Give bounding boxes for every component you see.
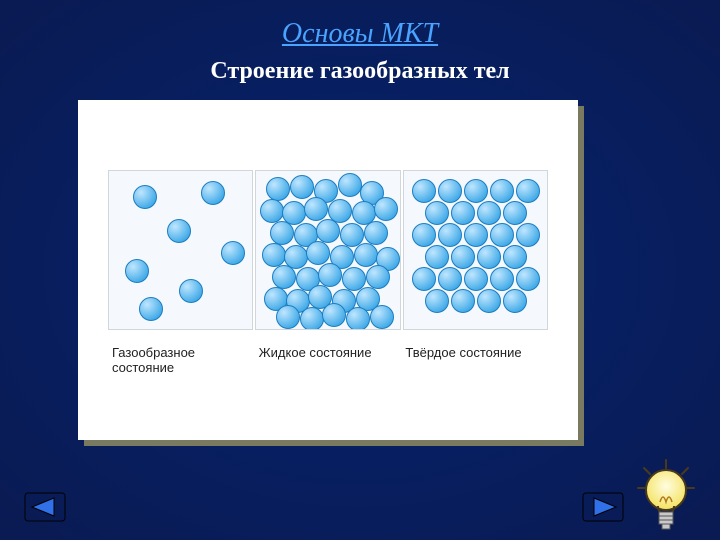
molecule [139, 297, 163, 321]
molecule [260, 199, 284, 223]
molecule [133, 185, 157, 209]
caption-solid: Твёрдое состояние [401, 345, 548, 375]
molecule [451, 245, 475, 269]
panel-captions: Газообразное состояние Жидкое состояние … [108, 345, 548, 375]
molecule [316, 219, 340, 243]
molecule [370, 305, 394, 329]
molecule [451, 201, 475, 225]
molecule [438, 179, 462, 203]
molecule [516, 267, 540, 291]
molecule [125, 259, 149, 283]
molecule [438, 223, 462, 247]
states-figure: Газообразное состояние Жидкое состояние … [78, 100, 578, 440]
caption-liquid: Жидкое состояние [255, 345, 402, 375]
molecule [346, 307, 370, 330]
molecule [338, 173, 362, 197]
slide-subtitle: Строение газообразных тел [0, 58, 720, 85]
prev-button[interactable] [24, 492, 66, 522]
molecule [503, 245, 527, 269]
molecule [167, 219, 191, 243]
molecule [318, 263, 342, 287]
molecule [516, 179, 540, 203]
molecule [366, 265, 390, 289]
molecule [354, 243, 378, 267]
hint-button[interactable] [634, 458, 698, 534]
panel-gas [108, 170, 253, 330]
next-button[interactable] [582, 492, 624, 522]
slide: Основы МКТ Строение газообразных тел Газ… [0, 0, 720, 540]
molecule [412, 179, 436, 203]
molecule [412, 223, 436, 247]
molecule [516, 223, 540, 247]
molecule [490, 179, 514, 203]
molecule [451, 289, 475, 313]
arrow-left-icon [24, 492, 66, 522]
molecule [364, 221, 388, 245]
molecule [306, 241, 330, 265]
molecule [425, 245, 449, 269]
molecule [374, 197, 398, 221]
molecule [272, 265, 296, 289]
molecule [503, 201, 527, 225]
molecule [477, 201, 501, 225]
molecule [201, 181, 225, 205]
panel-liquid [255, 170, 400, 330]
molecule [477, 245, 501, 269]
lightbulb-icon [634, 458, 698, 534]
molecule [179, 279, 203, 303]
molecule [266, 177, 290, 201]
molecule [262, 243, 286, 267]
panels-row [108, 170, 548, 330]
molecule [464, 223, 488, 247]
molecule [425, 201, 449, 225]
molecule [412, 267, 436, 291]
molecule [464, 267, 488, 291]
panel-solid [403, 170, 548, 330]
molecule [503, 289, 527, 313]
molecule [477, 289, 501, 313]
slide-title: Основы МКТ [0, 18, 720, 50]
molecule [290, 175, 314, 199]
molecule [322, 303, 346, 327]
molecule [221, 241, 245, 265]
molecule [304, 197, 328, 221]
molecule [438, 267, 462, 291]
molecule [464, 179, 488, 203]
molecule [425, 289, 449, 313]
caption-gas: Газообразное состояние [108, 345, 255, 375]
molecule [300, 307, 324, 330]
molecule [270, 221, 294, 245]
molecule [490, 267, 514, 291]
molecule [490, 223, 514, 247]
arrow-right-icon [582, 492, 624, 522]
molecule [276, 305, 300, 329]
